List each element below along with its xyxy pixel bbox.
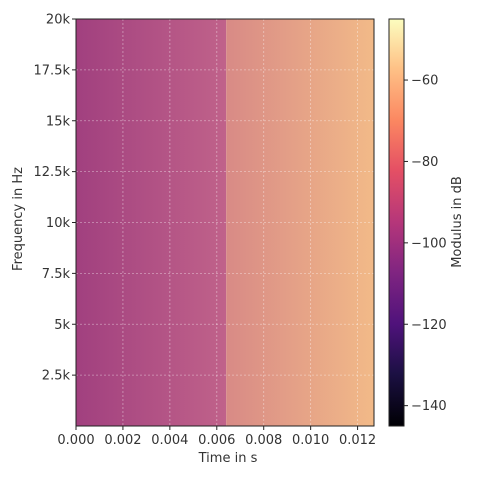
- y-axis-label: Frequency in Hz: [11, 167, 26, 271]
- y-tick-label: 12.5k: [34, 165, 71, 180]
- y-tick-label: 7.5k: [42, 267, 71, 282]
- x-tick-label: 0.010: [292, 433, 329, 448]
- plot-area: [76, 19, 374, 426]
- y-axis-ticks: 2.5k 5k 7.5k 10k 12.5k 15k 17.5k 20k: [34, 13, 76, 384]
- x-tick-label: 0.006: [198, 433, 235, 448]
- x-tick-label: 0.008: [245, 433, 282, 448]
- x-tick-label: 0.000: [57, 433, 94, 448]
- x-axis-ticks: 0.000 0.002 0.004 0.006 0.008 0.010 0.012: [57, 426, 376, 448]
- grid-lines: [76, 19, 374, 426]
- y-tick-label: 2.5k: [42, 369, 71, 384]
- y-tick-label: 10k: [46, 216, 71, 231]
- colorbar-ticks: −140 −120 −100 −80 −60: [404, 74, 447, 414]
- heatmap-column: [76, 19, 227, 426]
- y-tick-label: 5k: [54, 318, 70, 333]
- y-tick-label: 20k: [46, 13, 71, 28]
- colorbar-tick-label: −60: [411, 74, 438, 89]
- colorbar-tick-label: −80: [411, 155, 438, 170]
- y-tick-label: 17.5k: [34, 63, 71, 78]
- y-tick-label: 15k: [46, 114, 71, 129]
- heatmap-column: [226, 19, 374, 426]
- x-axis-label: Time in s: [198, 451, 258, 466]
- x-tick-label: 0.012: [339, 433, 376, 448]
- colorbar-label: Modulus in dB: [450, 176, 465, 268]
- colorbar-tick-label: −140: [411, 399, 447, 414]
- x-tick-label: 0.004: [151, 433, 188, 448]
- colorbar-tick-label: −120: [411, 318, 447, 333]
- x-tick-label: 0.002: [104, 433, 141, 448]
- colorbar-tick-label: −100: [411, 236, 447, 251]
- colorbar: [388, 18, 405, 427]
